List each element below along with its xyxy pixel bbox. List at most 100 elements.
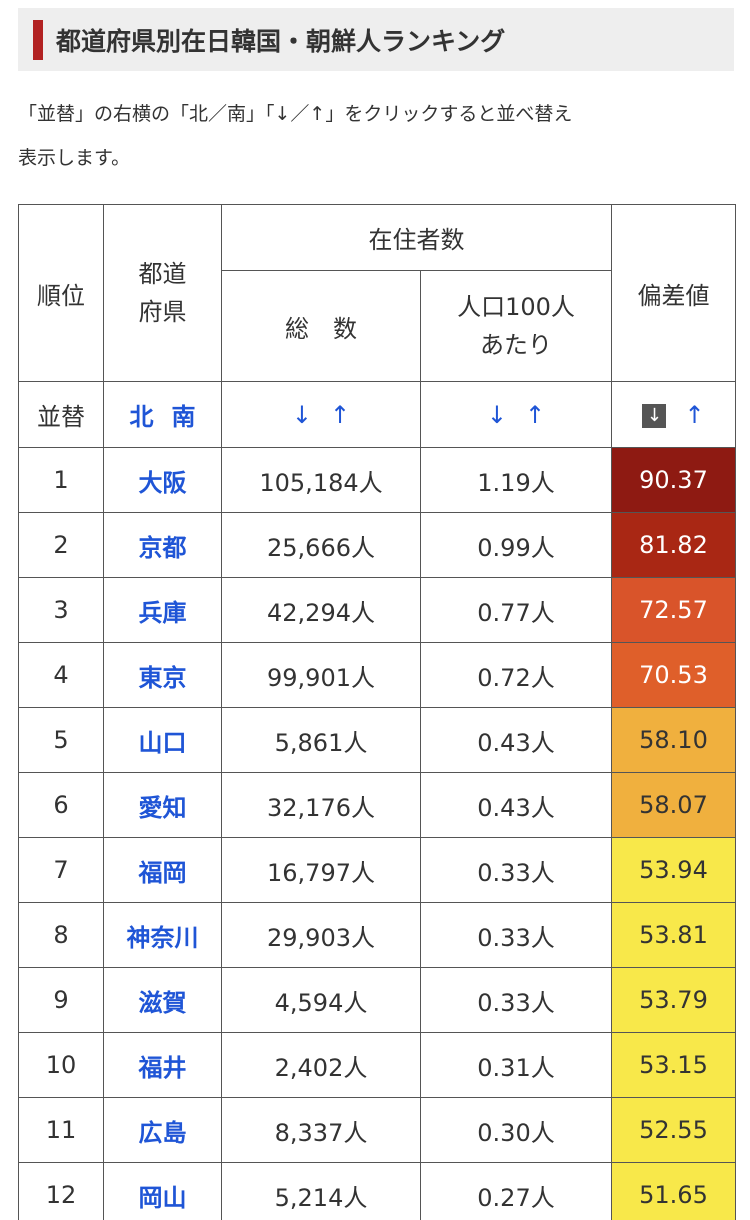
- per100-cell: 0.31人: [420, 1032, 612, 1098]
- rank-cell-text: 7: [53, 856, 69, 884]
- prefecture-link-text[interactable]: 福岡: [138, 858, 187, 887]
- sort-deviation-up-arrow-icon[interactable]: ↑: [684, 400, 705, 429]
- per100-cell: 0.33人: [420, 837, 612, 903]
- deviation-score-cell-text: 58.10: [639, 726, 708, 754]
- deviation-score-cell-text: 58.07: [639, 791, 708, 819]
- rank-cell-text: 9: [53, 986, 69, 1014]
- per100-cell-text: 0.33人: [477, 923, 555, 952]
- per100-cell: 0.99人: [420, 512, 612, 578]
- total-cell-text: 16,797人: [267, 858, 375, 887]
- prefecture-link-text[interactable]: 大阪: [138, 468, 187, 497]
- per100-cell-text: 0.30人: [477, 1118, 555, 1147]
- deviation-score-cell: 53.79: [611, 967, 736, 1033]
- sort-total-down-arrow-icon[interactable]: ↓: [291, 400, 312, 429]
- sort-pref: 北南: [103, 381, 222, 448]
- sort-row: 並替 北南 ↓ ↑ ↓ ↑ ↓ ↑: [18, 381, 736, 448]
- table-row: 10 福井 2,402人 0.31人 53.15: [18, 1032, 736, 1098]
- total-cell: 5,861人: [221, 707, 421, 773]
- header-pref-line-1: 都道: [138, 260, 187, 288]
- table-row: 9 滋賀 4,594人 0.33人 53.79: [18, 967, 736, 1033]
- rank-cell-text: 5: [53, 726, 69, 754]
- total-cell: 4,594人: [221, 967, 421, 1033]
- per100-cell: 0.72人: [420, 642, 612, 708]
- prefecture-link: 滋賀: [103, 967, 222, 1033]
- deviation-score-cell-text: 72.57: [639, 596, 708, 624]
- prefecture-link-text[interactable]: 愛知: [138, 793, 187, 822]
- sort-deviation-down-arrow-icon[interactable]: ↓: [642, 403, 667, 428]
- per100-cell: 0.27人: [420, 1162, 612, 1220]
- prefecture-link: 広島: [103, 1097, 222, 1163]
- prefecture-link-text[interactable]: 福井: [138, 1053, 187, 1082]
- prefecture-link-text[interactable]: 京都: [138, 533, 187, 562]
- sort-north-link[interactable]: 北: [129, 403, 154, 431]
- table-row: 6 愛知 32,176人 0.43人 58.07: [18, 772, 736, 838]
- total-cell-text: 2,402人: [274, 1053, 368, 1082]
- header-rank-label: 順位: [37, 281, 85, 310]
- per100-cell-text: 0.43人: [477, 793, 555, 822]
- rank-cell: 3: [18, 577, 104, 643]
- prefecture-link-text[interactable]: 東京: [138, 663, 187, 692]
- table-row: 1 大阪 105,184人 1.19人 90.37: [18, 447, 736, 513]
- per100-cell: 0.30人: [420, 1097, 612, 1163]
- section-title: 都道府県別在日韓国・朝鮮人ランキング: [56, 26, 506, 56]
- header-residents-label: 在住者数: [368, 226, 465, 254]
- total-cell-text: 5,214人: [274, 1183, 368, 1212]
- deviation-score-cell-text: 90.37: [639, 466, 708, 494]
- sort-total-up-arrow-icon[interactable]: ↑: [330, 400, 351, 429]
- sort-per100-down-arrow-icon[interactable]: ↓: [486, 400, 507, 429]
- prefecture-link-text[interactable]: 広島: [138, 1118, 187, 1147]
- header-pref-line-2: 府県: [138, 298, 187, 326]
- header-residents: 在住者数: [221, 204, 612, 271]
- deviation-score-cell: 51.65: [611, 1162, 736, 1220]
- per100-cell-text: 0.31人: [477, 1053, 555, 1082]
- total-cell: 16,797人: [221, 837, 421, 903]
- total-cell: 25,666人: [221, 512, 421, 578]
- per100-cell-text: 0.27人: [477, 1183, 555, 1212]
- per100-cell-text: 0.33人: [477, 858, 555, 887]
- ranking-table: 順位 都道 府県 在住者数 偏差値 総 数 人口100人 あたり 並替 北南 ↓…: [18, 204, 736, 1220]
- sort-per100-up-arrow-icon[interactable]: ↑: [525, 400, 546, 429]
- total-cell: 2,402人: [221, 1032, 421, 1098]
- total-cell-text: 4,594人: [274, 988, 368, 1017]
- prefecture-link-text[interactable]: 滋賀: [138, 988, 187, 1017]
- per100-cell: 0.77人: [420, 577, 612, 643]
- total-cell: 42,294人: [221, 577, 421, 643]
- deviation-score-cell-text: 53.15: [639, 1051, 708, 1079]
- header-prefecture: 都道 府県: [103, 204, 222, 382]
- header-total: 総 数: [221, 270, 421, 382]
- section-header: 都道府県別在日韓国・朝鮮人ランキング: [18, 8, 734, 71]
- table-row: 11 広島 8,337人 0.30人 52.55: [18, 1097, 736, 1163]
- table-row: 7 福岡 16,797人 0.33人 53.94: [18, 837, 736, 903]
- sort-per100: ↓ ↑: [420, 381, 612, 448]
- table-row: 5 山口 5,861人 0.43人 58.10: [18, 707, 736, 773]
- deviation-score-cell: 90.37: [611, 447, 736, 513]
- per100-cell-text: 1.19人: [477, 468, 555, 497]
- table-row: 12 岡山 5,214人 0.27人 51.65: [18, 1162, 736, 1220]
- per100-cell-text: 0.72人: [477, 663, 555, 692]
- per100-cell: 1.19人: [420, 447, 612, 513]
- per100-cell: 0.43人: [420, 772, 612, 838]
- prefecture-link-text[interactable]: 神奈川: [126, 923, 199, 952]
- prefecture-link-text[interactable]: 岡山: [138, 1183, 187, 1212]
- prefecture-link: 福岡: [103, 837, 222, 903]
- total-cell-text: 42,294人: [267, 598, 375, 627]
- deviation-score-cell-text: 53.81: [639, 921, 708, 949]
- total-cell-text: 25,666人: [267, 533, 375, 562]
- table-row: 8 神奈川 29,903人 0.33人 53.81: [18, 902, 736, 968]
- sort-south-link[interactable]: 南: [171, 403, 196, 431]
- prefecture-link: 岡山: [103, 1162, 222, 1220]
- sort-label: 並替: [18, 381, 104, 448]
- deviation-score-cell-text: 51.65: [639, 1181, 708, 1209]
- prefecture-link-text[interactable]: 兵庫: [138, 598, 187, 627]
- deviation-score-cell: 53.15: [611, 1032, 736, 1098]
- prefecture-link: 東京: [103, 642, 222, 708]
- per100-cell-text: 0.77人: [477, 598, 555, 627]
- total-cell: 99,901人: [221, 642, 421, 708]
- total-cell: 32,176人: [221, 772, 421, 838]
- rank-cell-text: 12: [45, 1181, 77, 1209]
- prefecture-link: 福井: [103, 1032, 222, 1098]
- total-cell: 5,214人: [221, 1162, 421, 1220]
- header-accent-bar: [33, 19, 43, 60]
- prefecture-link-text[interactable]: 山口: [138, 728, 187, 757]
